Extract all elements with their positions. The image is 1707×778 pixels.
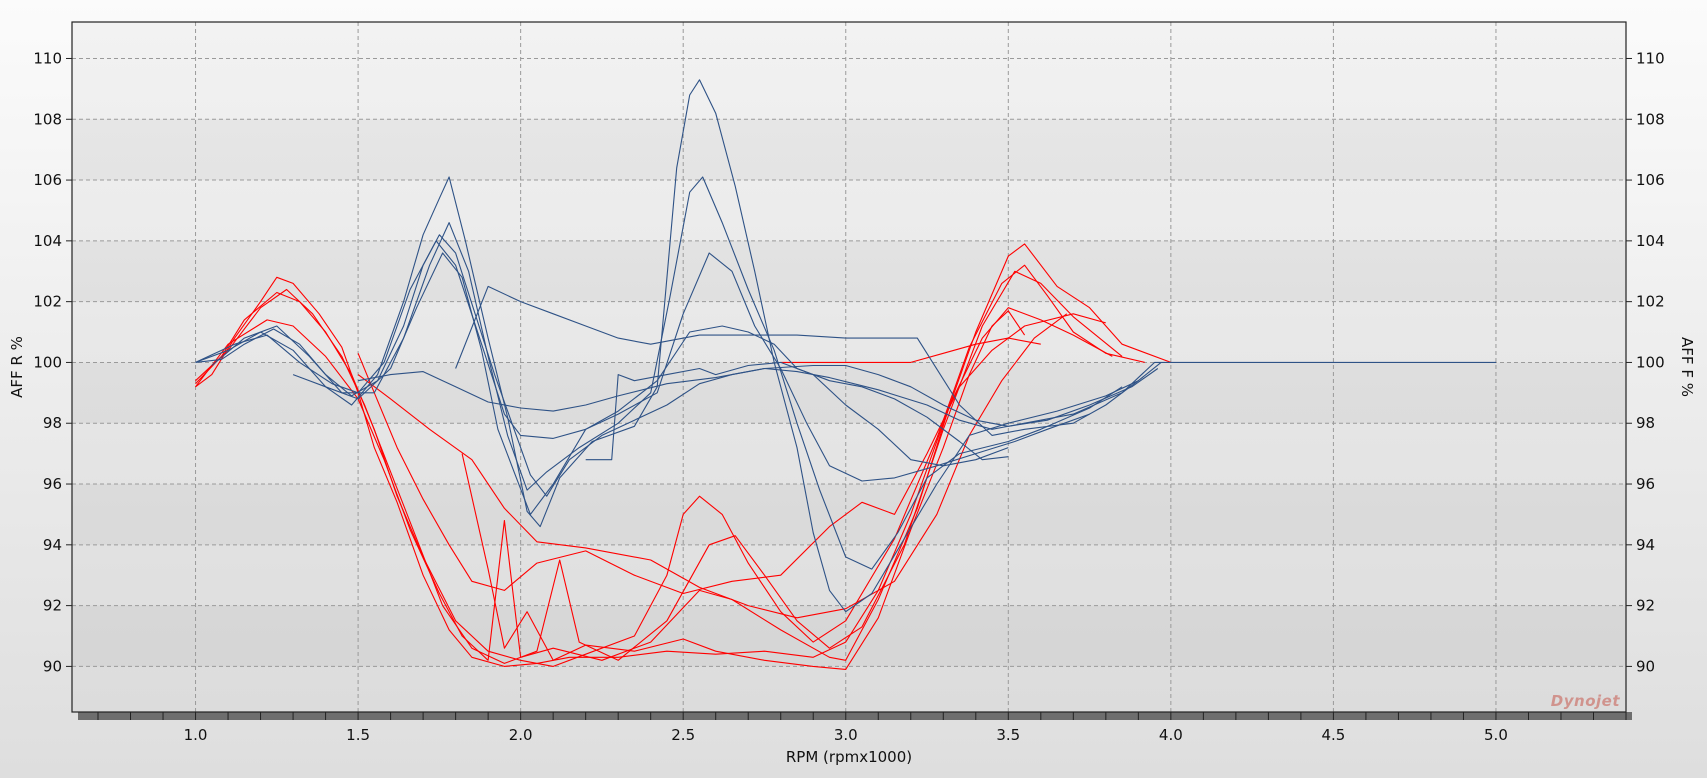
y-tick-label-left: 110 — [33, 49, 62, 67]
y-tick-label-left: 96 — [43, 475, 62, 493]
y-axis-title-left: AFF R % — [8, 336, 26, 398]
series-line — [211, 176, 1123, 570]
x-tick-label: 1.5 — [346, 726, 370, 744]
plot-shadow-bottom — [78, 712, 1632, 720]
y-tick-label-right: 98 — [1636, 414, 1655, 432]
series-line — [292, 252, 1009, 515]
grid-band — [72, 484, 1626, 545]
grid-band — [72, 119, 1626, 180]
y-tick-label-left: 104 — [33, 232, 62, 250]
series-line — [195, 243, 1172, 667]
x-axis-title: RPM (rpmx1000) — [786, 748, 912, 766]
x-tick-label: 3.0 — [834, 726, 858, 744]
y-tick-label-right: 96 — [1636, 475, 1655, 493]
y-tick-label-left: 90 — [43, 657, 62, 675]
x-tick-label: 3.5 — [996, 726, 1020, 744]
grid-band — [72, 362, 1626, 423]
x-tick-label: 4.5 — [1321, 726, 1345, 744]
y-tick-label-left: 102 — [33, 293, 62, 311]
plot-area — [72, 22, 1626, 712]
x-tick-label: 1.0 — [184, 726, 208, 744]
y-tick-label-right: 106 — [1636, 171, 1665, 189]
y-tick-label-right: 92 — [1636, 597, 1655, 615]
y-tick-label-right: 108 — [1636, 110, 1665, 128]
series-line — [195, 307, 1113, 661]
series-line — [585, 361, 1009, 467]
y-tick-label-left: 92 — [43, 597, 62, 615]
y-tick-label-right: 110 — [1636, 49, 1665, 67]
series-line — [195, 79, 1139, 613]
y-tick-label-right: 104 — [1636, 232, 1665, 250]
x-tick-label: 2.5 — [671, 726, 695, 744]
dynojet-watermark-logo: Dynojet — [1551, 692, 1621, 710]
series-line — [195, 240, 1090, 482]
series-line — [461, 310, 1026, 670]
x-tick-label: 5.0 — [1484, 726, 1508, 744]
y-tick-label-right: 90 — [1636, 657, 1655, 675]
x-tick-label: 4.0 — [1159, 726, 1183, 744]
y-tick-label-left: 100 — [33, 353, 62, 371]
y-tick-label-left: 108 — [33, 110, 62, 128]
x-tick-label: 2.0 — [509, 726, 533, 744]
y-tick-label-left: 106 — [33, 171, 62, 189]
series-line — [357, 313, 1068, 619]
y-tick-label-right: 100 — [1636, 353, 1665, 371]
y-tick-label-left: 98 — [43, 414, 62, 432]
y-tick-label-right: 102 — [1636, 293, 1665, 311]
y-tick-label-right: 94 — [1636, 536, 1655, 554]
series-line — [195, 270, 1123, 664]
series-line — [780, 337, 1041, 363]
series-line — [455, 285, 1162, 436]
grid-band — [72, 241, 1626, 302]
y-axis-title-right: AFF F % — [1678, 337, 1696, 397]
series-line — [357, 313, 1106, 595]
plot-border — [71, 21, 1627, 713]
series-line — [357, 364, 1159, 427]
y-tick-label-left: 94 — [43, 536, 62, 554]
